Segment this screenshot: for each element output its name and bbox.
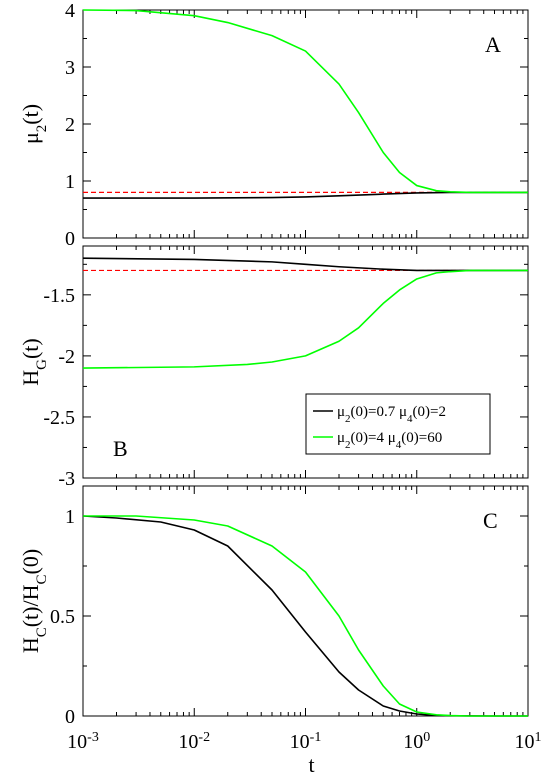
legend-part: μ [337,430,345,446]
series-line-2 [82,269,528,369]
x-tick-base: 10 [403,731,423,753]
y-tick-label: 2 [65,114,75,136]
series-line-2 [82,9,528,194]
x-tick-base: 10 [67,731,87,753]
x-tick-exp: -1 [310,730,322,745]
series-line-1 [82,257,528,272]
legend-sub: 2 [345,439,351,451]
x-tick-exp: 1 [535,730,542,745]
y-tick-label: 1 [65,171,75,193]
x-tick-base: 10 [178,731,198,753]
y-tick-label: -2 [58,346,75,368]
y-title-sub: 2 [34,125,50,133]
y-axis-title: HC(t)/HC(0) [18,549,50,653]
panel-label: C [483,508,498,533]
y-title-tail: (0) [18,549,43,575]
x-tick-label: 10-1 [290,730,322,754]
y-tick-label: 0 [65,706,75,728]
plot-frame [82,9,529,239]
legend-sub: 2 [345,413,351,425]
x-tick-label: 101 [515,730,542,754]
y-tick-label: 4 [65,0,75,22]
y-title-main: H [18,637,43,653]
y-tick-label: 0.5 [50,606,75,628]
legend-part: μ [337,404,345,420]
legend-label-2: μ2(0)=4 μ4(0)=60 [337,430,442,451]
panel-label: A [485,32,501,57]
legend: μ2(0)=0.7 μ4(0)=2μ2(0)=4 μ4(0)=60 [305,393,491,455]
legend-label-1: μ2(0)=0.7 μ4(0)=2 [337,404,446,425]
x-tick-base: 10 [290,731,310,753]
y-title-tail: (t) [18,104,43,125]
y-tick-label: 0 [65,228,75,250]
legend-part: (0)=60 [401,430,442,446]
y-title-sub: G [34,359,50,370]
y-title-sub2: C [34,574,50,584]
y-tick-label: 3 [65,57,75,79]
y-tick-label: 1 [65,506,75,528]
y-tick-label: -2.5 [43,407,75,429]
y-title-mid: (t)/H [18,584,43,627]
x-tick-label: 100 [403,730,430,754]
x-tick-exp: -2 [198,730,210,745]
series-line-1 [82,515,528,717]
legend-sub: 4 [407,413,413,425]
y-axis-title: μ2(t) [18,104,50,144]
panel-label: B [113,436,128,461]
x-tick-label: 10-2 [178,730,210,754]
x-tick-label: 10-3 [67,730,99,754]
series-line-2 [83,515,528,717]
series-line-1 [83,191,528,199]
y-axis-title: HG(t) [18,338,50,386]
y-title-main: H [18,370,43,386]
x-tick-base: 10 [515,731,535,753]
legend-part: (0)=4 μ [351,430,396,446]
y-tick-label: -3 [58,468,75,490]
legend-part: (0)=2 [413,404,446,420]
x-tick-exp: 0 [423,730,430,745]
x-tick-exp: -3 [87,730,99,745]
legend-box [305,393,491,455]
y-title-main: μ [18,132,43,144]
legend-part: (0)=0.7 μ [351,404,408,420]
y-tick-label: -1.5 [43,285,75,307]
x-axis-title: t [308,752,314,776]
y-title-sub: C [34,627,50,637]
legend-sub: 4 [396,439,402,451]
y-title-tail: (t) [18,338,43,359]
